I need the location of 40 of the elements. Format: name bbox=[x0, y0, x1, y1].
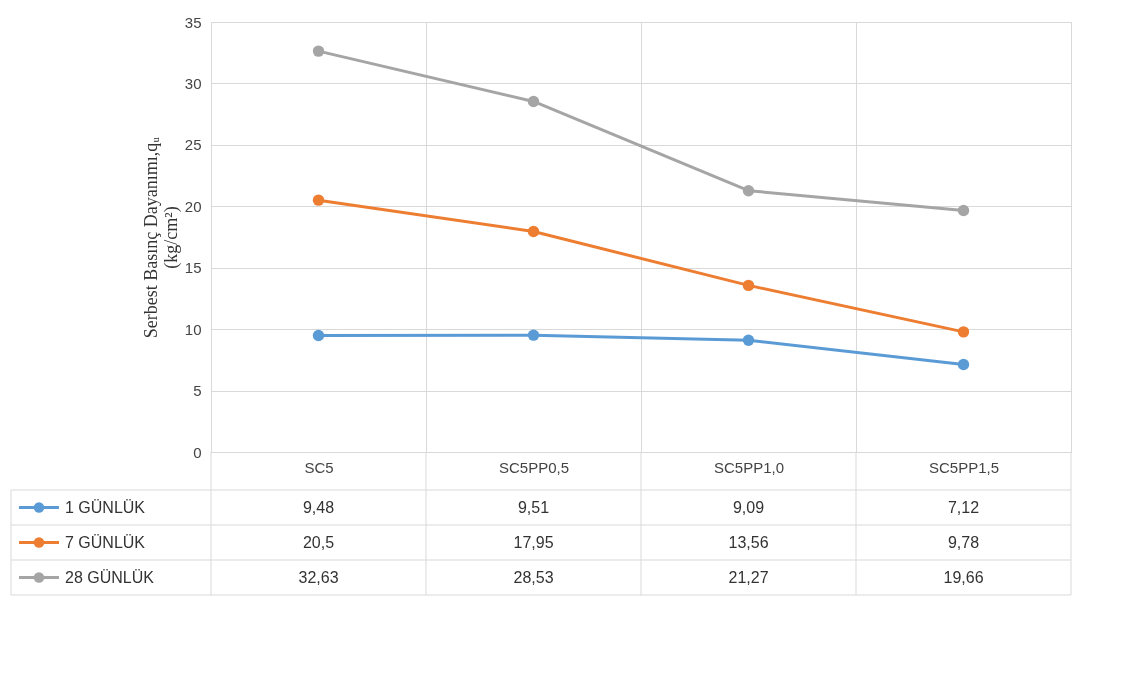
point bbox=[312, 329, 325, 342]
point bbox=[312, 194, 325, 206]
data-label: 28,53 bbox=[513, 568, 554, 586]
x-tick-label: SC5PP1,0 bbox=[713, 458, 785, 476]
data-label: 20,5 bbox=[302, 533, 335, 551]
y-tick-label: 30 bbox=[184, 74, 202, 92]
point bbox=[957, 358, 970, 371]
legend-label: 7 GÜNLÜK bbox=[65, 533, 146, 551]
data-label: 9,09 bbox=[732, 498, 765, 516]
data-label: 32,63 bbox=[298, 568, 339, 586]
point bbox=[527, 95, 540, 108]
x-tick-label: SC5PP0,5 bbox=[498, 458, 570, 476]
data-label: 9,48 bbox=[302, 498, 335, 516]
data-label: 9,51 bbox=[517, 498, 550, 516]
y-tick-label: 10 bbox=[184, 320, 202, 338]
data-label: 19,66 bbox=[943, 568, 984, 586]
point bbox=[742, 279, 755, 292]
y-tick-label: 20 bbox=[184, 197, 202, 215]
x-tick-label: SC5 bbox=[304, 458, 334, 476]
y-tick-label: 0 bbox=[193, 443, 202, 461]
x-tick-label: SC5PP1,5 bbox=[928, 458, 1000, 476]
legend-label: 28 GÜNLÜK bbox=[65, 568, 155, 586]
point bbox=[527, 225, 540, 238]
legend-label: 1 GÜNLÜK bbox=[65, 498, 146, 516]
data-label: 7,12 bbox=[947, 498, 980, 516]
data-label: 13,56 bbox=[728, 533, 769, 551]
y-tick-label: 25 bbox=[184, 136, 202, 154]
point bbox=[742, 184, 755, 197]
point bbox=[312, 45, 325, 57]
y-axis-title: Serbest Basınç Dayanımı,qᵤ (kg/cm²) bbox=[140, 136, 182, 339]
point bbox=[957, 204, 970, 217]
y-tick-label: 5 bbox=[193, 382, 202, 400]
data-label: 21,27 bbox=[728, 568, 769, 586]
point bbox=[742, 334, 755, 347]
data-label: 9,78 bbox=[947, 533, 980, 551]
point bbox=[527, 329, 540, 341]
y-tick-label: 15 bbox=[184, 259, 202, 277]
point bbox=[957, 326, 970, 338]
data-label: 17,95 bbox=[513, 533, 554, 551]
y-tick-label: 35 bbox=[184, 13, 202, 31]
